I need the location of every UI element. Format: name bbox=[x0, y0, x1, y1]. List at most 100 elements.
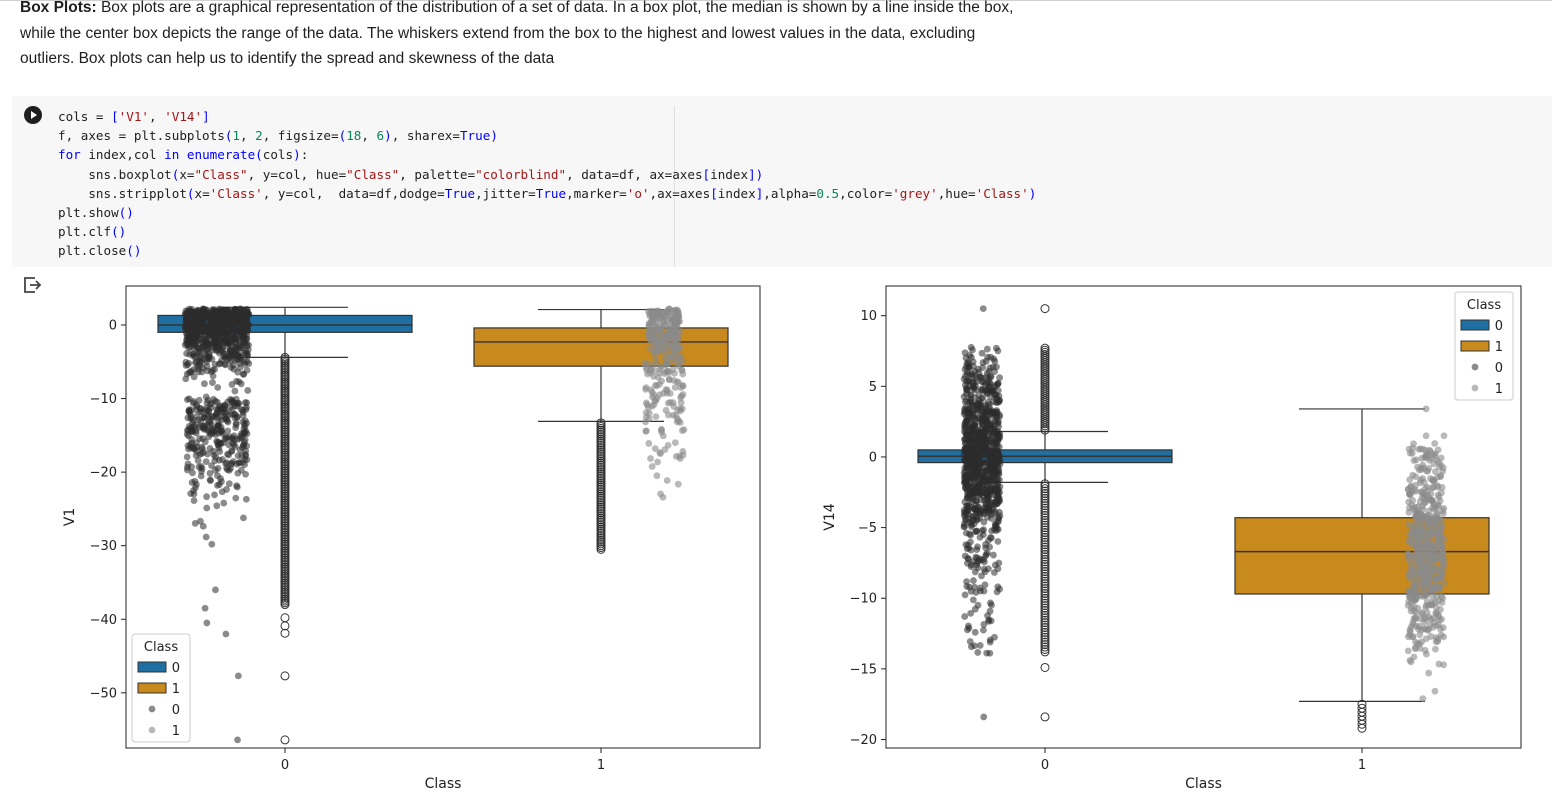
strip-point bbox=[239, 408, 247, 416]
flier bbox=[280, 557, 290, 567]
strip-point bbox=[185, 406, 193, 413]
strip-point bbox=[1418, 592, 1426, 600]
strip-point bbox=[239, 333, 247, 341]
strip-point bbox=[198, 343, 206, 351]
strip-point bbox=[1413, 595, 1420, 603]
strip-point bbox=[188, 310, 196, 318]
code-editor[interactable]: cols = ['V1', 'V14'] f, axes = plt.subpl… bbox=[58, 107, 1036, 261]
strip-point bbox=[647, 336, 655, 344]
flier bbox=[280, 434, 290, 444]
strip-point bbox=[210, 313, 218, 321]
flier bbox=[596, 451, 606, 461]
flier bbox=[596, 521, 606, 531]
flier bbox=[280, 489, 290, 499]
flier bbox=[280, 560, 290, 570]
strip-point bbox=[968, 466, 976, 474]
strip-point bbox=[966, 486, 973, 494]
code-cell[interactable] bbox=[12, 96, 1552, 267]
strip-point bbox=[965, 458, 973, 466]
strip-point bbox=[215, 422, 222, 430]
strip-point bbox=[985, 503, 993, 511]
strip-point bbox=[966, 446, 974, 454]
strip-point bbox=[201, 336, 209, 344]
strip-point bbox=[202, 458, 210, 466]
strip-point bbox=[218, 478, 225, 485]
strip-point bbox=[989, 461, 997, 469]
strip-point bbox=[209, 312, 216, 320]
strip-point bbox=[240, 335, 247, 343]
strip-point bbox=[190, 497, 198, 504]
strip-point bbox=[971, 420, 978, 428]
strip-point bbox=[238, 311, 246, 319]
strip-point bbox=[966, 443, 974, 451]
strip-point bbox=[961, 381, 969, 389]
strip-point bbox=[183, 339, 190, 347]
strip-point bbox=[676, 405, 684, 413]
strip-point bbox=[658, 377, 665, 385]
strip-point bbox=[193, 309, 201, 316]
markdown-text-cell[interactable]: Box Plots: Box plots are a graphical rep… bbox=[20, 0, 1020, 72]
strip-point bbox=[974, 649, 982, 656]
strip-point bbox=[1438, 571, 1446, 579]
strip-point bbox=[961, 467, 969, 475]
strip-point bbox=[1418, 526, 1425, 534]
strip-point bbox=[966, 583, 973, 591]
strip-point bbox=[993, 440, 1001, 448]
strip-point bbox=[679, 382, 687, 390]
strip-point bbox=[990, 456, 997, 464]
flier bbox=[1357, 699, 1367, 709]
strip-point bbox=[1426, 522, 1434, 530]
flier bbox=[1040, 640, 1050, 650]
strip-point bbox=[990, 430, 997, 437]
strip-point bbox=[968, 437, 976, 445]
strip-point bbox=[967, 451, 975, 459]
strip-point bbox=[643, 366, 651, 374]
strip-point bbox=[1426, 621, 1434, 629]
strip-point bbox=[194, 365, 202, 372]
strip-point bbox=[978, 572, 985, 580]
strip-point bbox=[993, 455, 1001, 462]
strip-point bbox=[199, 445, 206, 453]
strip-point bbox=[205, 326, 213, 334]
strip-point bbox=[987, 477, 995, 485]
strip-point bbox=[213, 326, 220, 334]
strip-point bbox=[984, 468, 992, 475]
strip-point bbox=[679, 451, 687, 459]
strip-point bbox=[986, 488, 994, 496]
flier bbox=[1040, 498, 1050, 508]
strip-point bbox=[671, 347, 679, 355]
strip-point bbox=[965, 472, 973, 480]
legend-label: 0 bbox=[172, 661, 180, 676]
strip-point bbox=[1410, 440, 1417, 448]
strip-point bbox=[1417, 565, 1425, 572]
output-redirect-icon[interactable] bbox=[22, 275, 42, 295]
strip-point bbox=[996, 476, 1003, 484]
strip-point bbox=[243, 399, 251, 407]
strip-point bbox=[1412, 473, 1419, 480]
strip-point bbox=[182, 362, 190, 369]
strip-point bbox=[225, 327, 233, 335]
play-circle-icon[interactable] bbox=[24, 106, 42, 124]
flier bbox=[280, 536, 290, 546]
strip-point bbox=[1429, 584, 1437, 592]
strip-point bbox=[972, 513, 980, 521]
strip-point bbox=[967, 427, 975, 435]
strip-point bbox=[666, 390, 674, 397]
strip-point bbox=[1438, 542, 1445, 550]
strip-point bbox=[239, 444, 246, 452]
strip-point bbox=[184, 326, 192, 334]
strip-point bbox=[981, 381, 989, 388]
strip-point bbox=[232, 395, 240, 403]
strip-point bbox=[978, 411, 986, 419]
strip-point bbox=[1436, 525, 1444, 533]
strip-point bbox=[1406, 572, 1413, 580]
strip-point bbox=[970, 482, 978, 490]
strip-point bbox=[1440, 633, 1448, 641]
flier bbox=[280, 486, 290, 496]
strip-point bbox=[199, 309, 207, 317]
strip-point bbox=[979, 468, 986, 476]
strip-point bbox=[973, 527, 981, 535]
strip-point bbox=[965, 624, 973, 632]
strip-point bbox=[642, 427, 650, 435]
strip-point bbox=[1420, 592, 1428, 600]
